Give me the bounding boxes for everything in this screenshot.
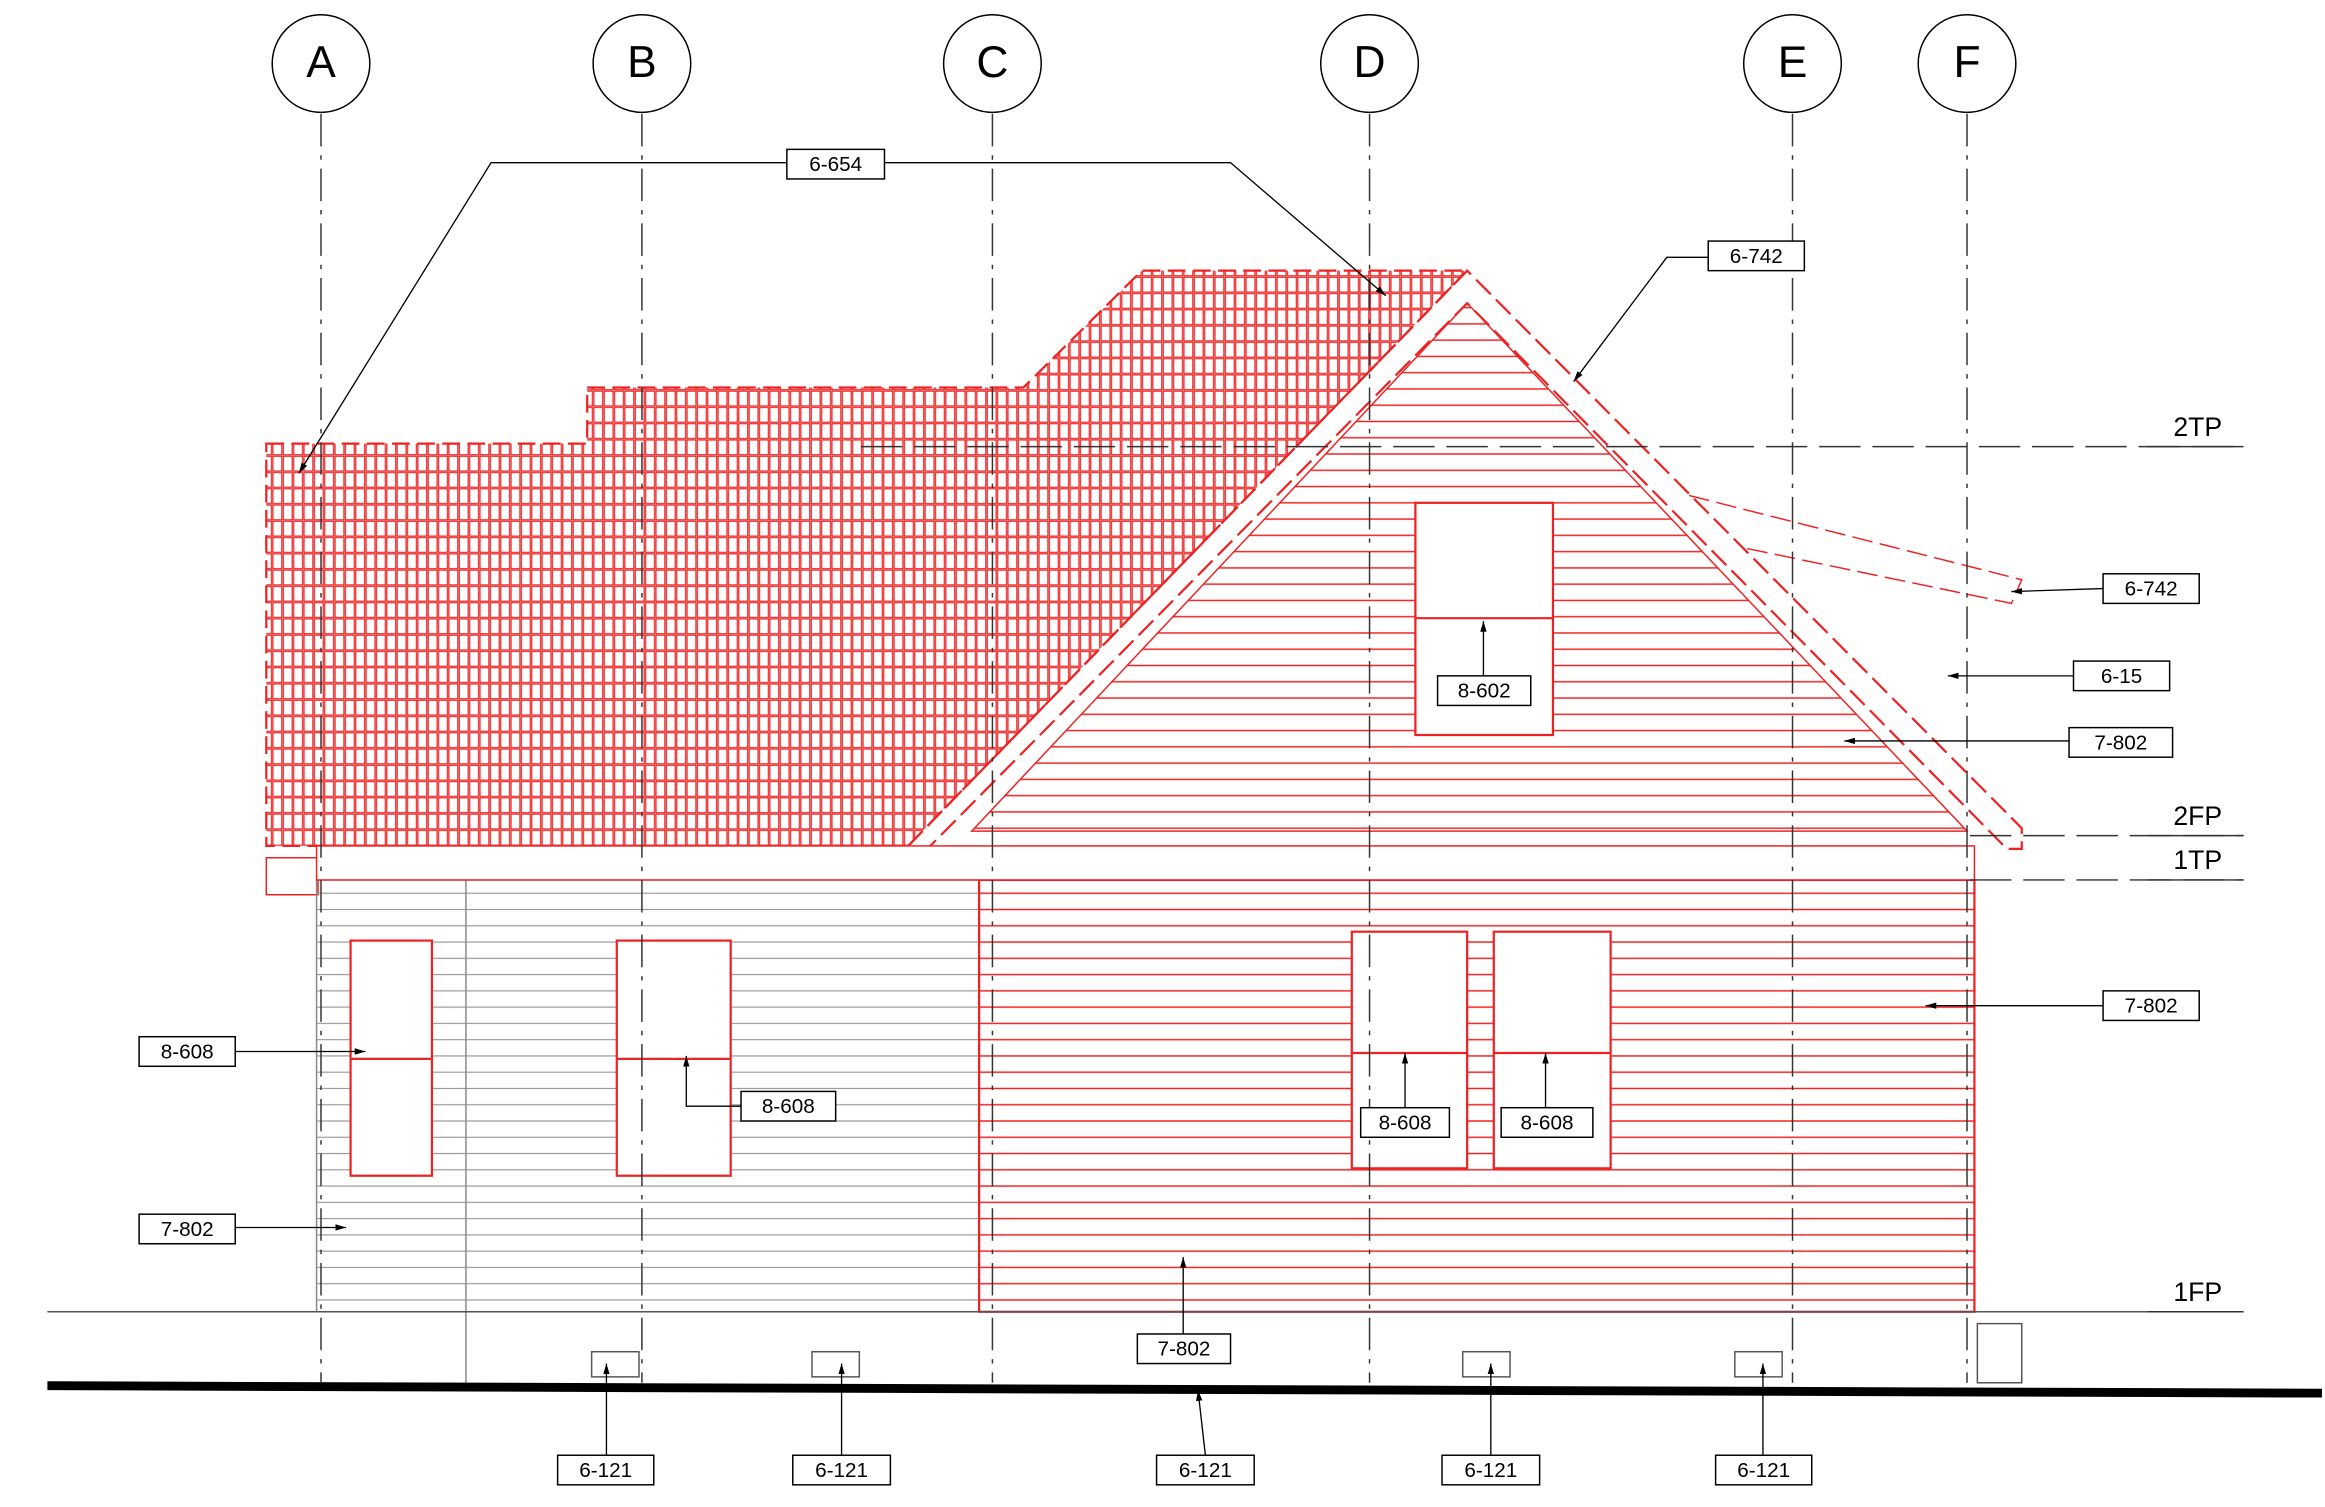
tag-label: 8-602 xyxy=(1458,680,1511,703)
level-label: 1FP xyxy=(2173,1277,2222,1307)
leader xyxy=(1574,257,1709,381)
tag-label: 6-742 xyxy=(1730,245,1783,268)
tag-label: 6-742 xyxy=(2125,578,2178,601)
level-label: 2FP xyxy=(2173,801,2222,831)
leader xyxy=(2011,589,2103,592)
tag-label: 6-121 xyxy=(1179,1459,1232,1482)
page: A B C D E F 2TP 2FP 1TP 1FP 6-654 6-742 6-742 6-15 7… xyxy=(0,0,2325,1507)
grid-label: F xyxy=(1953,38,1980,87)
tag-label: 7-802 xyxy=(2094,731,2147,754)
tag-label: 8-608 xyxy=(161,1040,214,1063)
tag-label: 8-608 xyxy=(762,1095,815,1118)
tag-label: 7-802 xyxy=(2125,995,2178,1018)
tag-label: 6-121 xyxy=(1737,1459,1790,1482)
tag-label: 8-608 xyxy=(1379,1111,1432,1134)
elevation-drawing: A B C D E F 2TP 2FP 1TP 1FP 6-654 6-742 6-742 6-15 7… xyxy=(0,0,2325,1507)
tag-label: 6-121 xyxy=(1464,1459,1517,1482)
grid-label: A xyxy=(306,38,336,87)
tag-label: 6-654 xyxy=(809,153,862,176)
level-label: 2TP xyxy=(2173,412,2222,442)
tag-label: 6-121 xyxy=(815,1459,868,1482)
leader xyxy=(1198,1390,1205,1455)
level-label: 1TP xyxy=(2173,845,2222,875)
tag-label: 8-608 xyxy=(1521,1111,1574,1134)
tag-label: 6-15 xyxy=(2101,665,2142,688)
grid-label: B xyxy=(627,38,657,87)
tag-label: 6-121 xyxy=(579,1459,632,1482)
grid-label: D xyxy=(1354,38,1386,87)
tag-label: 7-802 xyxy=(1157,1338,1210,1361)
building xyxy=(47,271,2322,1393)
tag-label: 7-802 xyxy=(161,1218,214,1241)
grid-label: C xyxy=(976,38,1008,87)
grid-label: E xyxy=(1778,38,1808,87)
